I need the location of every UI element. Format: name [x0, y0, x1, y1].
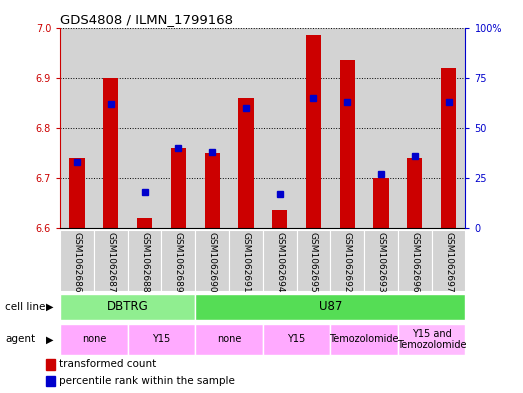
Text: GSM1062695: GSM1062695	[309, 232, 318, 292]
Bar	[339, 60, 355, 228]
Bar	[60, 294, 195, 320]
Bar	[128, 324, 195, 355]
Bar	[195, 28, 229, 228]
Bar	[137, 218, 152, 228]
Bar	[60, 28, 94, 228]
Bar	[47, 376, 55, 386]
Bar	[195, 294, 465, 320]
Bar	[94, 230, 128, 291]
Text: Y15: Y15	[152, 334, 170, 344]
Text: GSM1062693: GSM1062693	[377, 232, 385, 292]
Bar	[364, 28, 398, 228]
Bar	[364, 230, 398, 291]
Bar	[431, 28, 465, 228]
Bar	[431, 230, 465, 291]
Bar	[162, 230, 195, 291]
Text: Y15 and
Temozolomide: Y15 and Temozolomide	[397, 329, 467, 350]
Bar	[441, 68, 456, 228]
Bar	[263, 230, 297, 291]
Bar	[195, 230, 229, 291]
Text: cell line: cell line	[5, 302, 46, 312]
Text: GSM1062690: GSM1062690	[208, 232, 217, 292]
Bar	[306, 35, 321, 228]
Text: GSM1062697: GSM1062697	[444, 232, 453, 292]
Text: GDS4808 / ILMN_1799168: GDS4808 / ILMN_1799168	[60, 13, 233, 26]
Bar	[229, 28, 263, 228]
Bar	[238, 97, 254, 228]
Bar	[128, 230, 162, 291]
Text: transformed count: transformed count	[59, 359, 156, 369]
Bar	[229, 230, 263, 291]
Bar	[331, 230, 364, 291]
Bar	[171, 148, 186, 228]
Text: none: none	[82, 334, 106, 344]
Bar	[373, 178, 389, 228]
Text: GSM1062688: GSM1062688	[140, 232, 149, 292]
Text: agent: agent	[5, 334, 36, 344]
Text: Temozolomide: Temozolomide	[329, 334, 399, 344]
Text: GSM1062687: GSM1062687	[106, 232, 115, 292]
Text: Y15: Y15	[288, 334, 306, 344]
Bar	[60, 324, 128, 355]
Text: none: none	[217, 334, 241, 344]
Text: GSM1062696: GSM1062696	[411, 232, 419, 292]
Bar	[263, 28, 297, 228]
Bar	[272, 210, 287, 228]
Bar	[398, 324, 465, 355]
Bar	[128, 28, 162, 228]
Bar	[407, 158, 423, 228]
Bar	[204, 153, 220, 228]
Bar	[195, 324, 263, 355]
Bar	[398, 230, 431, 291]
Bar	[297, 28, 331, 228]
Text: U87: U87	[319, 300, 342, 314]
Bar	[331, 324, 398, 355]
Text: DBTRG: DBTRG	[107, 300, 149, 314]
Text: GSM1062686: GSM1062686	[73, 232, 82, 292]
Bar	[331, 28, 364, 228]
Bar	[94, 28, 128, 228]
Bar	[263, 324, 331, 355]
Bar	[70, 158, 85, 228]
Bar	[103, 77, 118, 228]
Bar	[398, 28, 431, 228]
Text: ▶: ▶	[46, 302, 53, 312]
Text: percentile rank within the sample: percentile rank within the sample	[59, 376, 235, 386]
Text: ▶: ▶	[46, 334, 53, 344]
Text: GSM1062692: GSM1062692	[343, 232, 352, 292]
Bar	[297, 230, 331, 291]
Bar	[47, 359, 55, 370]
Bar	[60, 230, 94, 291]
Text: GSM1062689: GSM1062689	[174, 232, 183, 292]
Text: GSM1062694: GSM1062694	[275, 232, 284, 292]
Bar	[162, 28, 195, 228]
Text: GSM1062691: GSM1062691	[242, 232, 251, 292]
